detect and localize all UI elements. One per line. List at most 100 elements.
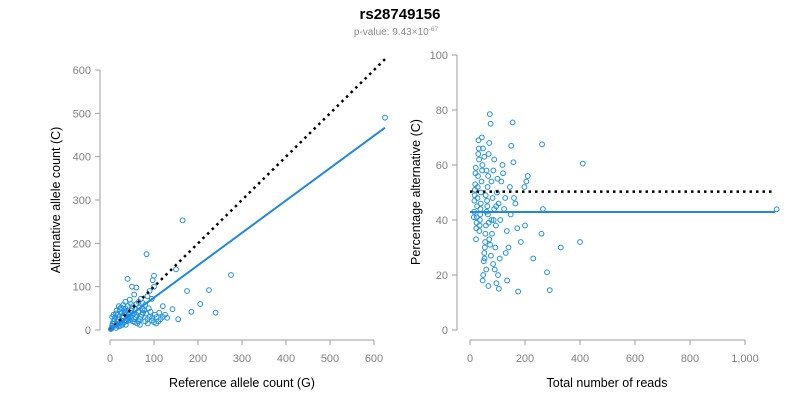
data-point xyxy=(484,197,490,204)
data-point xyxy=(773,206,780,213)
data-point xyxy=(129,283,135,290)
data-point xyxy=(489,230,495,237)
data-point xyxy=(491,156,498,163)
data-point xyxy=(184,288,190,294)
y-tick-label: 40 xyxy=(436,215,448,227)
data-point xyxy=(478,178,485,185)
data-point xyxy=(473,214,480,221)
data-point xyxy=(131,291,138,298)
data-point xyxy=(175,316,182,323)
data-point xyxy=(472,181,479,188)
data-point xyxy=(144,320,151,327)
data-point xyxy=(206,287,212,294)
data-point xyxy=(115,303,122,310)
y-tick-label: 600 xyxy=(73,65,91,77)
data-point xyxy=(490,167,497,174)
data-point xyxy=(164,314,171,321)
data-point xyxy=(538,230,545,237)
data-point xyxy=(492,222,499,229)
data-point xyxy=(188,308,195,315)
data-point xyxy=(530,255,537,262)
y-tick-label: 100 xyxy=(73,282,91,294)
data-point xyxy=(503,228,510,234)
data-point xyxy=(228,272,234,278)
x-tick-label: 0 xyxy=(467,353,473,365)
data-point xyxy=(539,141,545,148)
data-point xyxy=(179,217,186,224)
data-point xyxy=(505,244,512,251)
data-point xyxy=(137,321,143,328)
data-point xyxy=(500,170,506,177)
data-point xyxy=(156,309,163,316)
data-point xyxy=(482,192,489,199)
x-tick-label: 200 xyxy=(189,353,207,365)
data-point xyxy=(523,178,530,185)
x-axis-title: Total number of reads xyxy=(547,376,668,390)
data-point xyxy=(147,308,154,315)
data-point xyxy=(557,244,564,251)
data-point xyxy=(488,178,495,185)
y-tick-label: 80 xyxy=(436,105,448,117)
data-point xyxy=(502,250,509,256)
data-point xyxy=(490,217,497,223)
data-point xyxy=(499,162,506,168)
data-point xyxy=(486,140,493,146)
data-point xyxy=(481,255,488,262)
subtitle-prefix: p-value: 9.43×10 xyxy=(354,27,429,38)
data-point xyxy=(159,303,166,310)
data-point xyxy=(577,239,583,245)
data-point xyxy=(107,326,114,333)
data-point xyxy=(485,173,492,179)
data-point xyxy=(197,301,204,307)
data-point xyxy=(473,225,480,232)
x-tick-label: 1,000 xyxy=(731,353,759,365)
data-point xyxy=(485,219,492,226)
y-tick-label: 400 xyxy=(73,152,91,164)
data-point xyxy=(495,272,501,278)
fit-line xyxy=(109,126,386,331)
data-point xyxy=(490,261,497,267)
data-point xyxy=(524,173,531,179)
x-tick-label: 600 xyxy=(365,353,383,365)
data-point xyxy=(521,184,528,190)
x-tick-label: 200 xyxy=(516,353,534,365)
data-point xyxy=(151,283,157,290)
data-point xyxy=(481,250,488,256)
data-point xyxy=(478,189,484,196)
subtitle-exponent: -67 xyxy=(429,26,439,33)
y-tick-label: 100 xyxy=(430,50,448,62)
data-point xyxy=(472,170,479,177)
data-point xyxy=(116,306,123,313)
y-tick-label: 500 xyxy=(73,108,91,120)
data-point xyxy=(474,203,481,210)
data-point xyxy=(472,186,478,193)
data-point xyxy=(512,200,519,207)
right-scatter-panel: 0 200 400 600 800 1,000 0 20 40 60 80 100 Total numb… xyxy=(409,50,780,390)
data-point xyxy=(483,266,490,273)
y-tick-label: 20 xyxy=(436,270,448,282)
data-point xyxy=(472,164,479,171)
data-point xyxy=(498,178,505,185)
data-point xyxy=(480,145,486,152)
y-tick-label: 0 xyxy=(442,325,448,337)
data-point xyxy=(493,280,500,287)
left-scatter-panel: 0 100 200 300 400 500 600 0 100 200 300 400 500 600 Re… xyxy=(49,58,388,390)
data-point xyxy=(487,120,494,127)
x-tick-label: 300 xyxy=(233,353,251,365)
data-point xyxy=(126,317,133,324)
data-point xyxy=(471,197,478,204)
data-point xyxy=(478,134,485,141)
chart-title: rs28749156 xyxy=(360,6,441,23)
x-tick-label: 800 xyxy=(681,353,699,365)
data-point xyxy=(506,184,513,190)
data-point xyxy=(481,153,488,160)
data-point xyxy=(544,269,550,276)
data-point xyxy=(511,195,517,201)
x-tick-label: 400 xyxy=(571,353,589,365)
data-point xyxy=(483,167,490,174)
data-point xyxy=(489,195,496,201)
data-point xyxy=(546,287,553,294)
y-axis-title: Alternative allele count (C) xyxy=(49,127,63,274)
